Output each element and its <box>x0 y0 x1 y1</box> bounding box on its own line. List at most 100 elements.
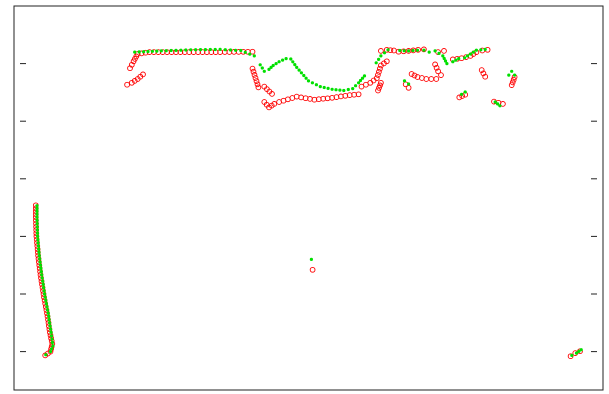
green-point-25 <box>41 282 45 286</box>
green-point-57 <box>174 48 178 53</box>
green-point-125 <box>437 51 441 56</box>
green-point-70 <box>239 48 243 53</box>
red-point-138 <box>378 79 384 86</box>
red-point-123 <box>309 266 316 273</box>
red-point-139 <box>378 48 384 54</box>
green-point-75 <box>260 66 264 70</box>
green-point-143 <box>496 102 500 106</box>
green-point-88 <box>297 68 301 72</box>
green-point-49 <box>137 50 141 54</box>
green-point-4 <box>35 215 39 219</box>
green-point-151 <box>579 348 583 352</box>
green-point-124 <box>433 49 437 53</box>
green-point-39 <box>49 327 53 331</box>
green-point-22 <box>40 273 44 277</box>
red-point-184 <box>510 76 517 83</box>
green-point-83 <box>284 57 288 61</box>
green-point-61 <box>194 48 198 52</box>
red-point-128 <box>373 75 380 82</box>
red-point-98 <box>269 91 275 97</box>
red-point-122 <box>355 91 362 98</box>
green-point-66 <box>218 47 222 52</box>
green-point-89 <box>299 71 303 75</box>
green-point-126 <box>441 54 445 58</box>
green-point-87 <box>295 65 299 69</box>
green-point-72 <box>248 52 252 56</box>
green-point-56 <box>169 48 173 53</box>
green-point-115 <box>398 48 402 53</box>
green-point-136 <box>471 50 475 54</box>
green-point-150 <box>577 349 581 353</box>
green-point-20 <box>39 266 43 270</box>
green-point-16 <box>37 254 41 258</box>
green-point-53 <box>155 49 159 53</box>
green-point-34 <box>46 311 50 315</box>
red-point-55 <box>140 71 146 78</box>
green-point-28 <box>43 292 47 296</box>
red-point-87 <box>249 48 256 55</box>
red-point-134 <box>383 58 390 65</box>
red-point-157 <box>433 76 440 82</box>
red-point-130 <box>376 69 382 75</box>
green-point-1 <box>35 207 39 211</box>
green-point-7 <box>35 225 39 229</box>
green-point-117 <box>407 49 411 53</box>
red-point-129 <box>375 72 381 78</box>
green-point-132 <box>457 57 461 61</box>
green-point-95 <box>318 85 322 89</box>
green-point-80 <box>274 62 278 66</box>
green-point-24 <box>41 279 45 283</box>
green-point-130 <box>451 60 455 64</box>
green-point-73 <box>252 54 256 58</box>
green-point-142 <box>493 100 497 104</box>
green-point-79 <box>271 63 275 68</box>
red-point-49 <box>42 352 49 359</box>
green-point-111 <box>377 57 381 62</box>
red-point-50 <box>124 81 130 88</box>
green-point-44 <box>51 344 55 348</box>
green-point-19 <box>38 263 43 267</box>
green-point-135 <box>468 52 473 56</box>
green-point-84 <box>289 57 293 61</box>
green-point-6 <box>35 222 39 226</box>
green-point-100 <box>338 88 342 92</box>
green-point-23 <box>40 276 44 280</box>
red-point-91 <box>252 75 259 81</box>
green-point-99 <box>334 88 338 92</box>
red-point-152 <box>411 72 418 79</box>
green-point-92 <box>306 79 311 83</box>
red-point-92 <box>253 78 260 84</box>
green-point-26 <box>42 286 46 290</box>
green-point-77 <box>267 67 271 71</box>
green-point-146 <box>510 69 514 73</box>
green-point-2 <box>35 209 39 213</box>
green-point-137 <box>474 48 478 52</box>
green-point-68 <box>228 48 233 52</box>
green-point-38 <box>48 324 52 328</box>
green-point-118 <box>411 48 415 53</box>
red-point-159 <box>433 64 440 71</box>
red-point-94 <box>255 84 262 91</box>
green-point-93 <box>310 81 314 85</box>
green-point-71 <box>243 50 247 54</box>
green-point-32 <box>45 305 49 309</box>
green-point-40 <box>49 330 53 334</box>
green-point-108 <box>362 74 367 78</box>
red-point-88 <box>249 65 256 72</box>
red-point-181 <box>500 101 506 107</box>
red-point-161 <box>438 72 444 78</box>
green-point-105 <box>357 81 361 85</box>
green-point-120 <box>422 48 426 52</box>
green-point-69 <box>234 48 238 52</box>
red-point-93 <box>254 81 261 88</box>
green-point-9 <box>35 231 40 235</box>
green-point-85 <box>291 60 295 64</box>
red-point-160 <box>435 68 441 75</box>
green-point-128 <box>443 59 448 63</box>
green-point-119 <box>415 48 420 52</box>
green-point-131 <box>454 58 458 62</box>
green-point-17 <box>38 257 42 261</box>
green-point-11 <box>36 238 40 242</box>
green-point-86 <box>293 63 297 67</box>
green-point-15 <box>37 250 41 254</box>
